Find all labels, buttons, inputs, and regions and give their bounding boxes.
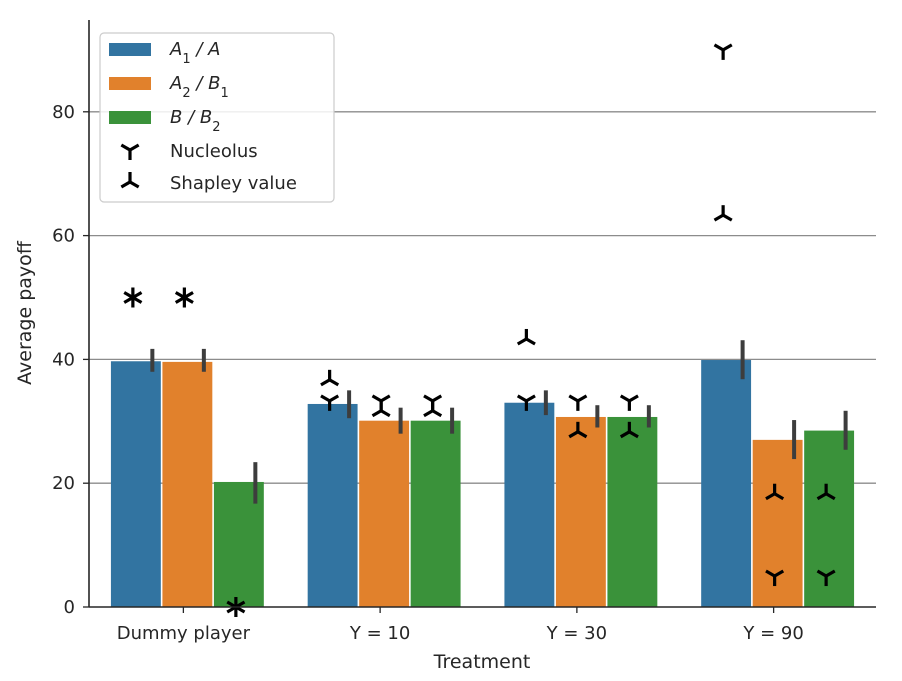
legend-label: B / B2 [170, 107, 221, 135]
bar [307, 403, 358, 607]
bar [804, 430, 855, 607]
y-tick-label: 20 [52, 473, 75, 494]
y-tick-label: 80 [52, 102, 75, 123]
x-axis-title: Treatment [433, 651, 531, 673]
shapley-marker [174, 287, 194, 304]
legend-shapley-marker [120, 172, 140, 189]
legend-label: A2 / B1 [169, 73, 229, 101]
x-tick-label: Y = 30 [546, 623, 607, 644]
shapley-marker [816, 483, 836, 501]
payoff-markers [123, 43, 836, 617]
bar [701, 360, 752, 607]
y-tick-label: 60 [52, 226, 75, 247]
y-tick-labels: 0 20 40 60 80 [52, 102, 89, 618]
bar [110, 361, 161, 607]
nucleolus-marker [619, 394, 639, 411]
bar [504, 402, 555, 607]
legend: A1 / A A2 / B1 B / B2 Nucleolus Shapley valu… [99, 32, 335, 203]
shapley-marker [226, 597, 246, 614]
nucleolus-marker [516, 394, 536, 411]
y-tick-label: 0 [64, 597, 75, 618]
shapley-marker [123, 287, 143, 304]
bar [359, 420, 410, 607]
shapley-marker [568, 421, 588, 439]
shapley-marker [516, 328, 536, 346]
nucleolus-marker [765, 569, 785, 587]
bar [555, 416, 606, 607]
legend-swatch [109, 77, 151, 90]
shapley-marker [765, 483, 785, 501]
shapley-marker [713, 205, 733, 222]
x-tick-label: Y = 10 [349, 623, 410, 644]
bar [410, 420, 461, 607]
bar [162, 361, 213, 607]
error-bars [150, 340, 848, 504]
nucleolus-marker [320, 394, 340, 411]
y-tick-label: 40 [52, 349, 75, 370]
x-tick-label: Dummy player [117, 623, 251, 644]
legend-label: A1 / A [169, 39, 220, 67]
legend-label: Shapley value [170, 173, 297, 194]
y-axis-title: Average payoff [14, 240, 36, 385]
shapley-marker [320, 369, 340, 387]
legend-swatch [109, 111, 151, 124]
nucleolus-marker [568, 394, 588, 411]
legend-box [99, 32, 335, 203]
shapley-marker [619, 421, 639, 439]
nucleolus-marker [713, 43, 733, 60]
legend-nucleolus-marker [120, 143, 140, 160]
bars [110, 360, 855, 607]
x-tick-label: Y = 90 [742, 623, 803, 644]
shapley-marker [371, 400, 391, 418]
bar [752, 439, 803, 607]
legend-swatch [109, 43, 151, 56]
x-tick-labels: Dummy player Y = 10 Y = 30 Y = 90 [117, 607, 804, 644]
axes [88, 20, 876, 608]
legend-label: Nucleolus [170, 141, 258, 162]
bar [607, 416, 658, 607]
nucleolus-marker [816, 569, 836, 587]
shapley-marker [423, 400, 443, 418]
